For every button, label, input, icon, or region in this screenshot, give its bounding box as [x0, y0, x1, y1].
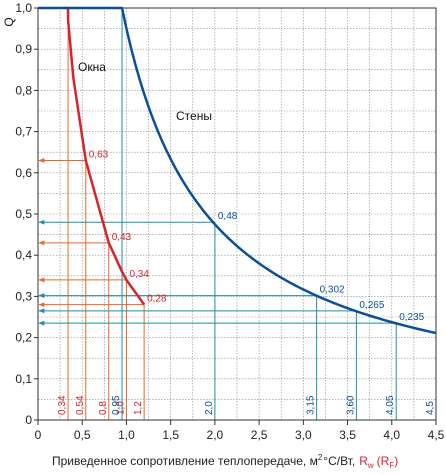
grid [38, 8, 436, 420]
windows-x-label: 0,34 [57, 395, 68, 415]
x-tick-label: 4,0 [383, 428, 400, 442]
labels: 0,34 0,63 0,54 0,43 0,8 0,34 1,0 0,28 1,2 0,95 0,4… [57, 149, 436, 415]
walls-x-label: 2,0 [204, 401, 215, 415]
windows-y-label: 0,43 [112, 232, 132, 243]
windows-x-label: 0,54 [75, 395, 86, 415]
x-tick-label: 2,5 [251, 428, 268, 442]
x-axis-label-main: Приведенное сопротивление теплопередаче,… [52, 454, 318, 468]
x-tick-label: 4,5 [428, 428, 445, 442]
x-axis-label-sup: 2 [318, 453, 323, 462]
x-tick-label: 2,0 [207, 428, 224, 442]
x-tick-label: 0,5 [74, 428, 91, 442]
guide-lines [38, 8, 437, 420]
x-axis-label-rr-sub: F [389, 461, 394, 470]
walls-y-label: 0,235 [399, 312, 424, 323]
walls-x-label: 0,95 [111, 395, 122, 415]
walls-y-label: 0,265 [359, 300, 384, 311]
windows-x-label: 1,0 [115, 401, 126, 415]
windows-x-label: 1,2 [133, 401, 144, 415]
windows-y-label: 0,28 [147, 294, 167, 305]
x-tick-label: 1,0 [118, 428, 135, 442]
walls-x-label: 4,5 [425, 401, 436, 415]
axes: 0 0,5 1,0 1,5 2,0 2,5 3,0 3,5 4,0 4,5 0 0,1 0,2 0,3 0,… [15, 1, 444, 442]
y-axis-label: Q [2, 17, 16, 26]
y-tick-label: 0,3 [15, 289, 32, 303]
x-axis-label: Приведенное сопротивление теплопередаче,… [52, 453, 398, 470]
x-tick-label: 3,0 [295, 428, 312, 442]
y-tick-label: 0,1 [15, 372, 32, 386]
walls-x-label: 3,60 [345, 395, 356, 415]
x-axis-label-rw: R [359, 454, 368, 468]
y-tick-label: 1,0 [15, 1, 32, 15]
windows-x-label: 0,8 [98, 401, 109, 415]
series-line-walls [38, 6, 437, 335]
series-line-windows [64, 6, 146, 306]
series-label-windows: Окна [78, 60, 106, 74]
x-tick-label: 3,5 [339, 428, 356, 442]
walls-y-label: 0,302 [320, 285, 345, 296]
y-tick-label: 0,2 [15, 331, 32, 345]
series-label-walls: Стены [176, 109, 212, 123]
y-tick-label: 0,6 [15, 166, 32, 180]
x-axis-label-rr-close: ) [394, 454, 398, 468]
walls-x-label: 4,05 [385, 395, 396, 415]
y-tick-label: 0,8 [15, 83, 32, 97]
y-tick-label: 0,9 [15, 42, 32, 56]
y-tick-label: 0,4 [15, 248, 32, 262]
x-axis-label-rr-open: (R [377, 454, 390, 468]
y-tick-label: 0,5 [15, 207, 32, 221]
walls-x-label: 3,15 [306, 395, 317, 415]
y-tick-label: 0 [25, 413, 32, 427]
curves [38, 6, 437, 335]
windows-y-label: 0,34 [129, 269, 149, 280]
x-axis-label-rw-sub: w [367, 461, 374, 470]
walls-y-label: 0,48 [218, 211, 238, 222]
x-axis-label-unit: °С/Вт, [323, 454, 355, 468]
windows-y-label: 0,63 [89, 149, 109, 160]
y-tick-label: 0,7 [15, 125, 32, 139]
x-tick-label: 0 [35, 428, 42, 442]
x-tick-label: 1,5 [162, 428, 179, 442]
